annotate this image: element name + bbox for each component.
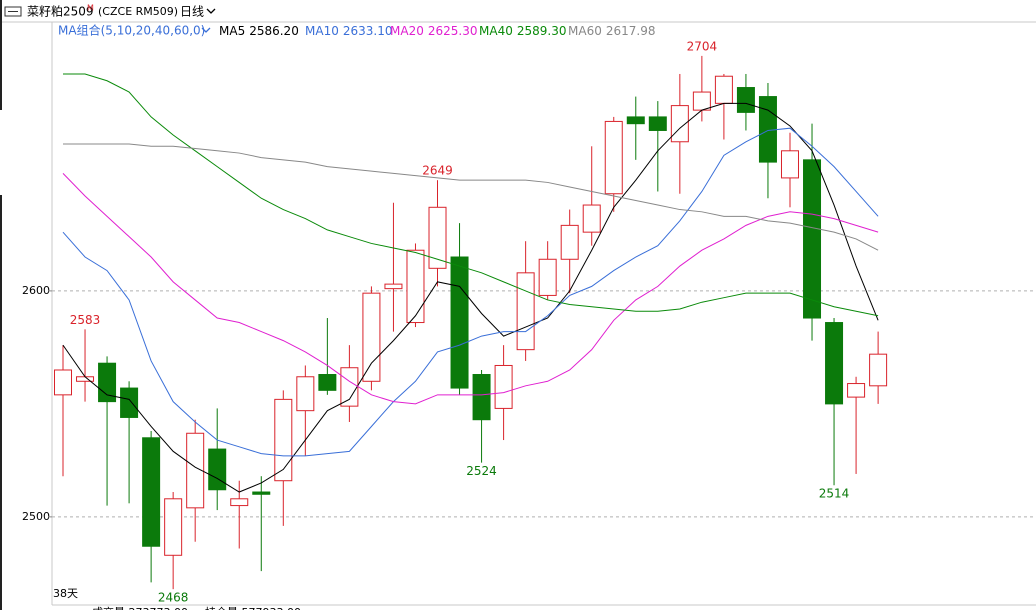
period-dropdown[interactable] [206, 8, 216, 14]
candle-body [142, 437, 161, 547]
candle-body [76, 376, 95, 382]
footer-text: 成交量 273773.00 [92, 605, 188, 610]
candle-body [296, 376, 315, 412]
candle-body [714, 75, 733, 104]
candle-body [825, 322, 844, 405]
period[interactable]: 日线 [180, 5, 204, 19]
legend-value: 2617.98 [606, 24, 656, 38]
candle-body [406, 249, 425, 324]
candle-body [494, 364, 513, 409]
candle-body [560, 224, 579, 260]
candle-body [318, 374, 337, 391]
legend-name: MA40 [479, 24, 513, 38]
candle-body [98, 362, 117, 403]
y-tick-label: 2600 [22, 284, 50, 297]
legend-value: 2586.20 [249, 24, 299, 38]
left-edge [0, 0, 2, 110]
legend-value: 2589.30 [517, 24, 567, 38]
ma-dropdown[interactable] [201, 27, 211, 33]
left-edge [0, 195, 2, 610]
candle-body [252, 491, 271, 495]
ma-line [63, 73, 879, 317]
candle-body [692, 91, 711, 111]
candle-body [516, 272, 535, 351]
legend-item: MA10 2633.10 [305, 24, 392, 38]
candle-body [230, 498, 249, 507]
icon-frame [4, 6, 22, 17]
candle-body [780, 150, 799, 179]
candle-body [582, 204, 601, 233]
high-label: 2649 [422, 164, 453, 178]
candle-body [626, 116, 645, 125]
candle-body [758, 96, 777, 163]
candle-body [538, 258, 557, 296]
legend-name: MA5 [219, 24, 245, 38]
ma-line [63, 143, 879, 251]
ma-line [62, 173, 879, 405]
candle-body [186, 432, 205, 509]
ma-line [62, 127, 879, 457]
candle-body [362, 292, 381, 382]
legend-item: MA40 2589.30 [479, 24, 566, 38]
legend-item: MA60 2617.98 [568, 24, 655, 38]
title: 菜籽粕2509 [27, 4, 94, 19]
high-label: 2704 [687, 39, 718, 53]
candle-body [847, 383, 866, 398]
candle-body [736, 87, 755, 113]
low-label: 2514 [819, 487, 850, 501]
candle-body [54, 369, 72, 396]
legend-name: MA60 [568, 24, 602, 38]
title-bar [0, 0, 1036, 22]
candle-body [428, 206, 447, 269]
legend-value: 2633.10 [343, 24, 393, 38]
low-label: 2468 [158, 591, 189, 605]
high-label: 2583 [70, 313, 101, 327]
candle-body [120, 387, 139, 418]
candle-body [164, 498, 183, 556]
candle-body [648, 116, 667, 131]
legend-item: MA5 2586.20 [219, 24, 299, 38]
app-icon [4, 6, 22, 17]
ma-group[interactable]: MA组合(5,10,20,40,60,0) [58, 23, 205, 38]
days-label: 38天 [53, 587, 78, 600]
candle-body [208, 448, 227, 491]
legend-item: MA20 2625.30 [390, 24, 477, 38]
title-mark: M [87, 4, 94, 13]
candle-body [450, 256, 469, 389]
ma-line [62, 102, 879, 493]
legend-name: MA10 [305, 24, 339, 38]
candle-body [869, 353, 888, 387]
subtitle: (CZCE RM509) [98, 5, 178, 18]
footer-text: 持仓量 577933.00 [205, 605, 301, 610]
legend-name: MA20 [390, 24, 424, 38]
y-tick-label: 2500 [22, 510, 50, 523]
candle-body [340, 367, 359, 407]
low-label: 2524 [466, 464, 497, 478]
candle-body [604, 120, 623, 195]
candle-body [384, 283, 403, 290]
candle-body [472, 374, 491, 421]
candle-body [274, 398, 293, 482]
legend-value: 2625.30 [428, 24, 478, 38]
candle-body [803, 159, 822, 319]
